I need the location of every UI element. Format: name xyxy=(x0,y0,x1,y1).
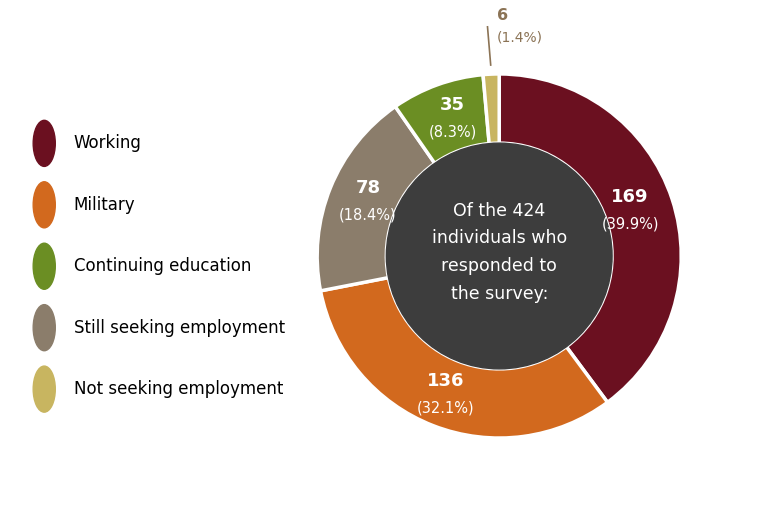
Text: 169: 169 xyxy=(611,188,649,206)
Circle shape xyxy=(386,143,612,369)
Wedge shape xyxy=(499,74,681,402)
Text: (1.4%): (1.4%) xyxy=(497,31,543,45)
Text: (39.9%): (39.9%) xyxy=(601,217,659,232)
Wedge shape xyxy=(483,74,499,143)
Text: 6: 6 xyxy=(497,8,508,24)
Text: Of the 424
individuals who
responded to
the survey:: Of the 424 individuals who responded to … xyxy=(432,202,567,303)
Text: 78: 78 xyxy=(356,179,381,197)
Circle shape xyxy=(33,182,55,228)
Text: 35: 35 xyxy=(440,96,465,114)
Text: 136: 136 xyxy=(427,372,465,390)
Text: (18.4%): (18.4%) xyxy=(339,208,397,223)
Circle shape xyxy=(33,120,55,166)
Text: Still seeking employment: Still seeking employment xyxy=(74,318,285,337)
Wedge shape xyxy=(317,106,435,291)
Text: (32.1%): (32.1%) xyxy=(417,400,475,416)
Text: Continuing education: Continuing education xyxy=(74,257,251,275)
Wedge shape xyxy=(320,278,607,438)
Wedge shape xyxy=(396,75,489,163)
Circle shape xyxy=(33,366,55,412)
Text: Military: Military xyxy=(74,196,135,214)
Circle shape xyxy=(33,305,55,351)
Text: Not seeking employment: Not seeking employment xyxy=(74,380,283,398)
Circle shape xyxy=(33,243,55,289)
Text: Working: Working xyxy=(74,134,141,153)
Text: (8.3%): (8.3%) xyxy=(429,124,477,139)
